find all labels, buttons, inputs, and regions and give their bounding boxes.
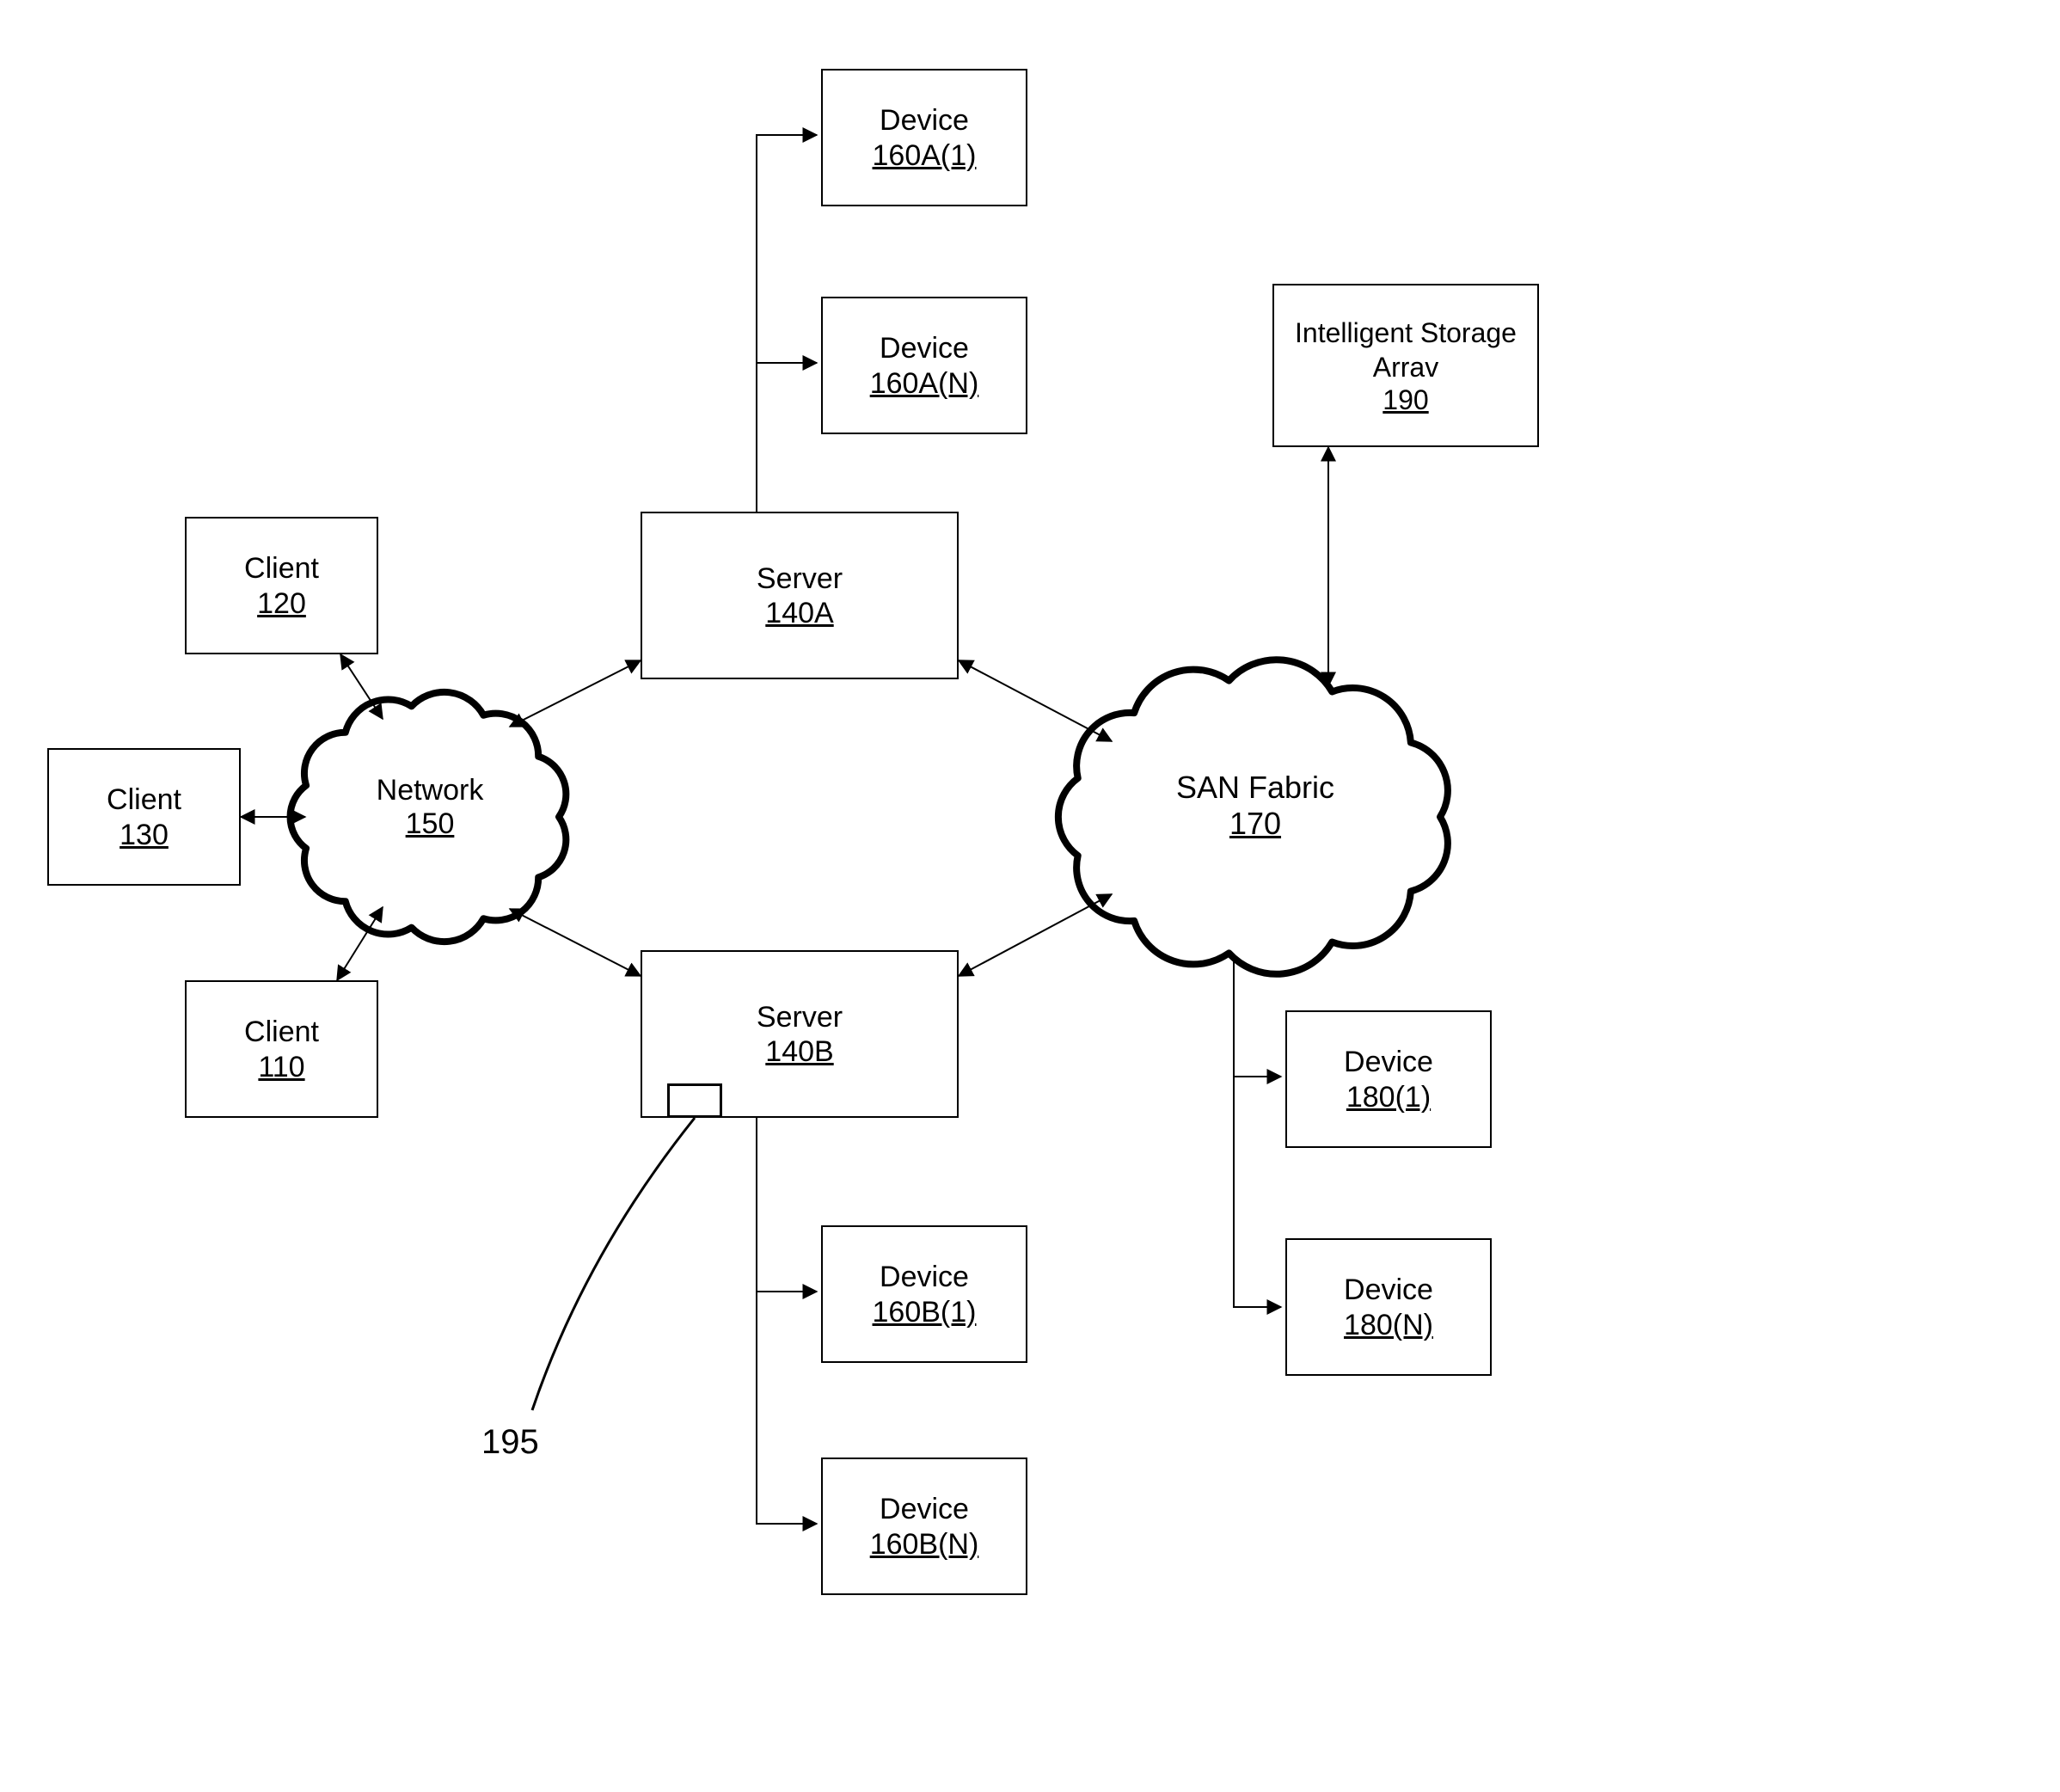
callout-195-label: 195: [481, 1423, 539, 1462]
modem-195-rect: [667, 1083, 722, 1118]
device-160b1-ref: 160B(1): [873, 1296, 977, 1329]
edge: [757, 135, 817, 512]
device-160b1-title: Device: [880, 1259, 969, 1296]
network-150-label: Network 150: [344, 774, 516, 841]
device-180n-ref: 180(N): [1344, 1309, 1433, 1342]
edge: [510, 660, 641, 727]
device-160bn-title: Device: [880, 1491, 969, 1528]
server-140a-ref: 140A: [765, 597, 833, 630]
device-160bn-ref: 160B(N): [870, 1528, 979, 1562]
client-110-ref: 110: [258, 1051, 304, 1084]
client-130-title: Client: [107, 782, 181, 819]
isa-190-box: Intelligent Storage Arrav 190: [1272, 284, 1539, 447]
device-180n-box: Device 180(N): [1285, 1238, 1492, 1376]
device-1801-ref: 180(1): [1346, 1081, 1431, 1114]
edge: [757, 1118, 817, 1524]
diagram-canvas: Client 120 Client 130 Client 110 Device …: [0, 0, 2060, 1792]
device-160b1-box: Device 160B(1): [821, 1225, 1027, 1363]
server-140a-title: Server: [757, 561, 843, 598]
san-170-label: SAN Fabric 170: [1152, 770, 1358, 842]
device-1801-title: Device: [1344, 1044, 1433, 1081]
device-1801-box: Device 180(1): [1285, 1010, 1492, 1148]
client-130-ref: 130: [120, 819, 169, 852]
server-140a-box: Server 140A: [641, 512, 959, 679]
device-160an-title: Device: [880, 330, 969, 367]
san-170-ref: 170: [1229, 806, 1281, 842]
edge: [340, 654, 383, 719]
device-160a1-title: Device: [880, 102, 969, 139]
edge: [337, 907, 383, 980]
isa-190-title: Intelligent Storage Arrav: [1295, 316, 1517, 384]
callout-group: [532, 1118, 695, 1410]
client-120-title: Client: [244, 550, 319, 587]
client-130-box: Client 130: [47, 748, 241, 886]
edge: [1234, 954, 1281, 1307]
device-180n-title: Device: [1344, 1272, 1433, 1309]
isa-190-ref: 190: [1383, 384, 1428, 416]
network-150-ref: 150: [406, 807, 455, 841]
device-160bn-box: Device 160B(N): [821, 1458, 1027, 1595]
server-140b-title: Server: [757, 999, 843, 1036]
device-160an-ref: 160A(N): [870, 367, 979, 401]
edge: [959, 894, 1112, 976]
client-120-ref: 120: [257, 587, 306, 621]
edge: [510, 909, 641, 976]
callout-195-curve: [532, 1118, 695, 1410]
svg-overlay: [0, 0, 2060, 1792]
network-150-title: Network: [377, 774, 484, 807]
client-110-box: Client 110: [185, 980, 378, 1118]
device-160a1-box: Device 160A(1): [821, 69, 1027, 206]
device-160an-box: Device 160A(N): [821, 297, 1027, 434]
san-170-title: SAN Fabric: [1176, 770, 1334, 806]
server-140b-ref: 140B: [765, 1035, 833, 1069]
client-110-title: Client: [244, 1014, 319, 1051]
client-120-box: Client 120: [185, 517, 378, 654]
device-160a1-ref: 160A(1): [873, 139, 977, 173]
edge: [959, 660, 1112, 741]
